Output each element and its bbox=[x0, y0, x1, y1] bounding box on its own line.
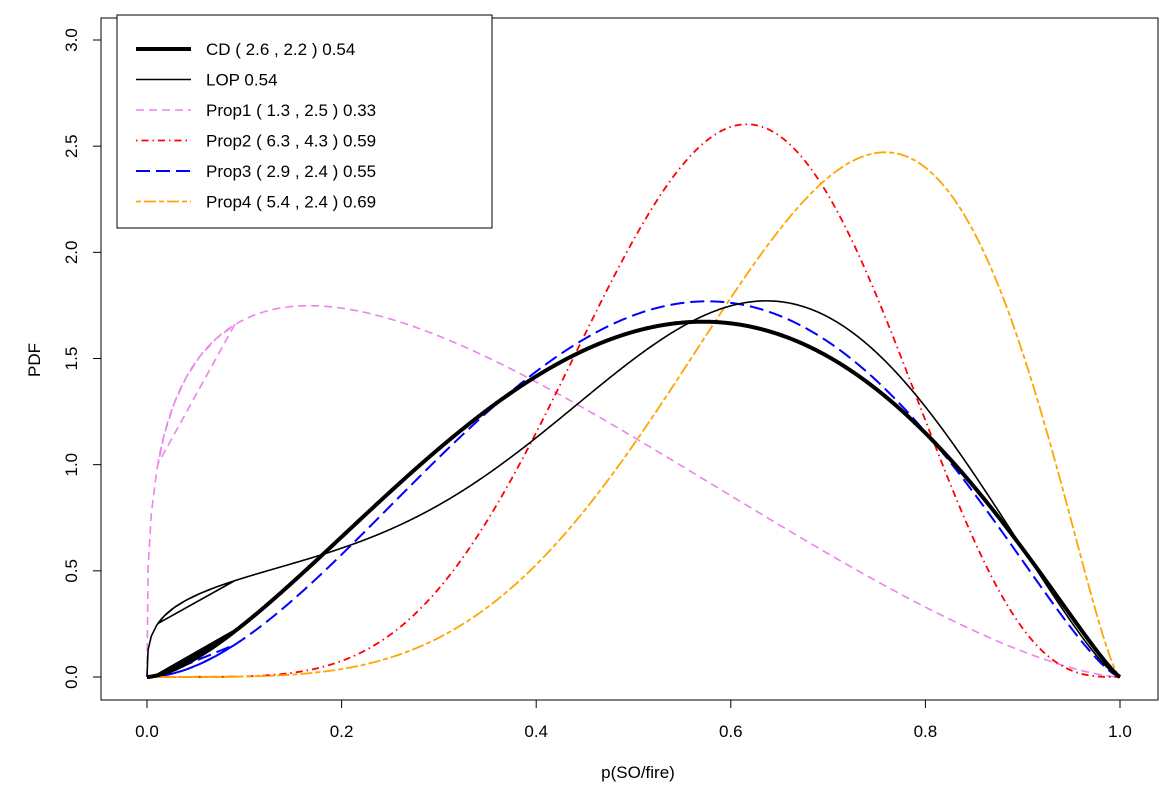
legend-label: LOP 0.54 bbox=[206, 71, 278, 90]
y-axis: 0.0 0.5 1.0 1.5 2.0 2.5 3.0 bbox=[62, 28, 102, 689]
series-line-1 bbox=[146, 319, 1122, 679]
x-axis-title: p(SO/fire) bbox=[601, 763, 675, 782]
series-layer bbox=[146, 123, 1122, 679]
x-tick-label: 1.0 bbox=[1108, 722, 1132, 741]
x-tick-label: 0.8 bbox=[914, 722, 938, 741]
x-axis: 0.0 0.2 0.4 0.6 0.8 1.0 bbox=[135, 699, 1132, 741]
y-tick-label: 1.5 bbox=[62, 347, 81, 371]
legend-label: Prop4 ( 5.4 , 2.4 ) 0.69 bbox=[206, 193, 376, 212]
x-tick-label: 0.4 bbox=[524, 722, 548, 741]
y-tick-label: 2.0 bbox=[62, 241, 81, 265]
legend-label: CD ( 2.6 , 2.2 ) 0.54 bbox=[206, 40, 355, 59]
legend-label: Prop2 ( 6.3 , 4.3 ) 0.59 bbox=[206, 132, 376, 151]
series-line-2 bbox=[146, 300, 1121, 678]
y-tick-label: 3.0 bbox=[62, 28, 81, 52]
y-tick-label: 1.0 bbox=[62, 453, 81, 477]
series-line-3 bbox=[146, 304, 1121, 678]
legend-label: Prop3 ( 2.9 , 2.4 ) 0.55 bbox=[206, 162, 376, 181]
legend: CD ( 2.6 , 2.2 ) 0.54 LOP 0.54 Prop1 ( 1.3… bbox=[116, 14, 493, 229]
series-line-5 bbox=[146, 300, 1121, 678]
legend-label: Prop1 ( 1.3 , 2.5 ) 0.33 bbox=[206, 101, 376, 120]
x-tick-label: 0.0 bbox=[135, 722, 159, 741]
series-line-6 bbox=[147, 151, 1121, 678]
y-tick-label: 0.0 bbox=[62, 665, 81, 689]
y-tick-label: 2.5 bbox=[62, 134, 81, 158]
y-tick-label: 0.5 bbox=[62, 559, 81, 583]
x-tick-label: 0.6 bbox=[719, 722, 743, 741]
x-tick-label: 0.2 bbox=[330, 722, 354, 741]
y-axis-title: PDF bbox=[25, 343, 44, 377]
